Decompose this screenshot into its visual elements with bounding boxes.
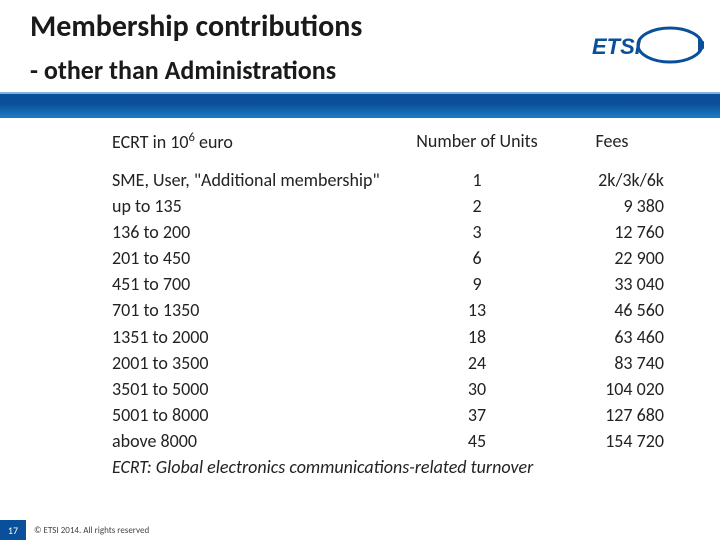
row-units: 13 <box>402 297 552 323</box>
row-label: above 8000 <box>112 428 402 454</box>
table-row: 3501 to 500030104 020 <box>112 376 672 402</box>
page-title: Membership contributions <box>30 8 362 45</box>
table-body: SME, User, "Additional membership"12k/3k… <box>112 167 672 454</box>
row-fees: 46 560 <box>552 297 672 323</box>
table-row: 2001 to 35002483 740 <box>112 350 672 376</box>
header-band <box>0 92 720 118</box>
header-col1-post: euro <box>195 131 233 153</box>
row-fees: 22 900 <box>552 245 672 271</box>
row-fees: 12 760 <box>552 219 672 245</box>
row-units: 3 <box>402 219 552 245</box>
content-area: ECRT in 106 euro Number of Units Fees SM… <box>112 130 672 478</box>
slide: Membership contributions - other than Ad… <box>0 0 720 540</box>
row-label: 451 to 700 <box>112 271 402 297</box>
row-label: SME, User, "Additional membership" <box>112 167 402 193</box>
row-units: 45 <box>402 428 552 454</box>
table-row: 5001 to 800037127 680 <box>112 402 672 428</box>
row-label: 701 to 1350 <box>112 297 402 323</box>
header-col-ecrt: ECRT in 106 euro <box>112 130 402 153</box>
row-units: 2 <box>402 193 552 219</box>
table-row: up to 13529 380 <box>112 193 672 219</box>
row-units: 30 <box>402 376 552 402</box>
row-fees: 33 040 <box>552 271 672 297</box>
row-label: 136 to 200 <box>112 219 402 245</box>
row-fees: 154 720 <box>552 428 672 454</box>
row-units: 1 <box>402 167 552 193</box>
footnote: ECRT: Global electronics communications-… <box>112 456 672 478</box>
row-fees: 104 020 <box>552 376 672 402</box>
logo-text: ETSI <box>592 34 642 59</box>
row-label: 3501 to 5000 <box>112 376 402 402</box>
header-col-units: Number of Units <box>402 130 552 153</box>
header-col1-pre: ECRT in 10 <box>112 131 189 153</box>
etsi-logo: ETSI <box>584 18 704 72</box>
table-row: 136 to 200312 760 <box>112 219 672 245</box>
copyright: © ETSI 2014. All rights reserved <box>34 525 149 536</box>
table-header: ECRT in 106 euro Number of Units Fees <box>112 130 672 153</box>
row-label: up to 135 <box>112 193 402 219</box>
row-fees: 127 680 <box>552 402 672 428</box>
header-col-fees: Fees <box>552 130 672 153</box>
row-units: 24 <box>402 350 552 376</box>
row-label: 5001 to 8000 <box>112 402 402 428</box>
row-label: 201 to 450 <box>112 245 402 271</box>
row-fees: 2k/3k/6k <box>552 167 672 193</box>
row-label: 2001 to 3500 <box>112 350 402 376</box>
table-row: 201 to 450622 900 <box>112 245 672 271</box>
row-units: 9 <box>402 271 552 297</box>
row-label: 1351 to 2000 <box>112 324 402 350</box>
table-row: above 800045154 720 <box>112 428 672 454</box>
row-fees: 9 380 <box>552 193 672 219</box>
row-units: 37 <box>402 402 552 428</box>
table-row: 1351 to 20001863 460 <box>112 324 672 350</box>
row-units: 6 <box>402 245 552 271</box>
table-row: 701 to 13501346 560 <box>112 297 672 323</box>
table-row: SME, User, "Additional membership"12k/3k… <box>112 167 672 193</box>
page-number: 17 <box>0 520 26 540</box>
table-row: 451 to 700933 040 <box>112 271 672 297</box>
row-fees: 63 460 <box>552 324 672 350</box>
page-subtitle: - other than Administrations <box>30 54 336 86</box>
row-units: 18 <box>402 324 552 350</box>
row-fees: 83 740 <box>552 350 672 376</box>
